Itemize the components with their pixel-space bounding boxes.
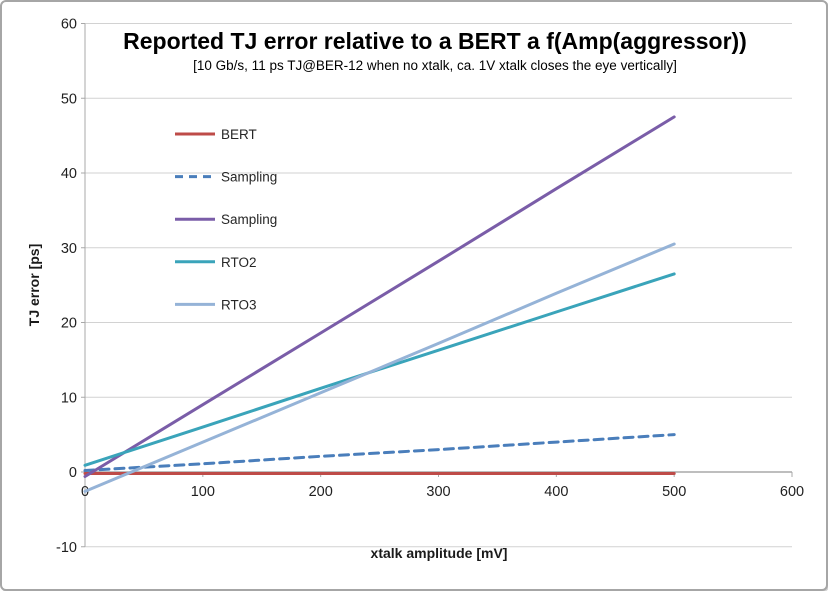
y-tick-label: 50	[61, 91, 77, 107]
x-tick-label: 600	[780, 484, 804, 500]
x-tick-label: 500	[662, 484, 686, 500]
x-tick-label: 100	[191, 484, 215, 500]
x-tick-label: 300	[426, 484, 450, 500]
chart-title: Reported TJ error relative to a BERT a f…	[123, 28, 747, 54]
y-tick-label: 20	[61, 316, 77, 332]
y-tick-label: 40	[61, 166, 77, 182]
y-tick-label: 10	[61, 390, 77, 406]
y-tick-label: -10	[56, 540, 77, 556]
series-lines	[83, 115, 676, 493]
y-tick-label: 60	[61, 17, 77, 33]
series-line-sampling-1	[83, 433, 676, 472]
legend-label: RTO2	[221, 255, 257, 270]
x-tick-label: 200	[309, 484, 333, 500]
legend-item-sampling-1: Sampling	[175, 170, 277, 185]
legend-label: Sampling	[221, 212, 277, 227]
series-line-sampling-2	[83, 115, 676, 478]
legend-item-rto2-3: RTO2	[175, 255, 257, 270]
y-tick-label: 0	[69, 465, 77, 481]
y-axis-title: TJ error [ps]	[26, 244, 42, 326]
gridlines	[85, 23, 792, 548]
legend-label: BERT	[221, 127, 257, 142]
legend-item-rto3-4: RTO3	[175, 297, 257, 312]
legend-item-sampling-2: Sampling	[175, 212, 277, 227]
series-line-rto3-4	[83, 242, 676, 493]
y-tick-label: 30	[61, 241, 77, 257]
x-tick-label: 400	[544, 484, 568, 500]
x-axis-title: xtalk amplitude [mV]	[371, 545, 508, 561]
legend-label: Sampling	[221, 170, 277, 185]
legend-item-bert-0: BERT	[175, 127, 257, 142]
chart-subtitle: [10 Gb/s, 11 ps TJ@BER-12 when no xtalk,…	[193, 58, 677, 73]
legend-label: RTO3	[221, 297, 257, 312]
legend: BERT Sampling Sampling RTO2 RTO3	[175, 127, 277, 312]
